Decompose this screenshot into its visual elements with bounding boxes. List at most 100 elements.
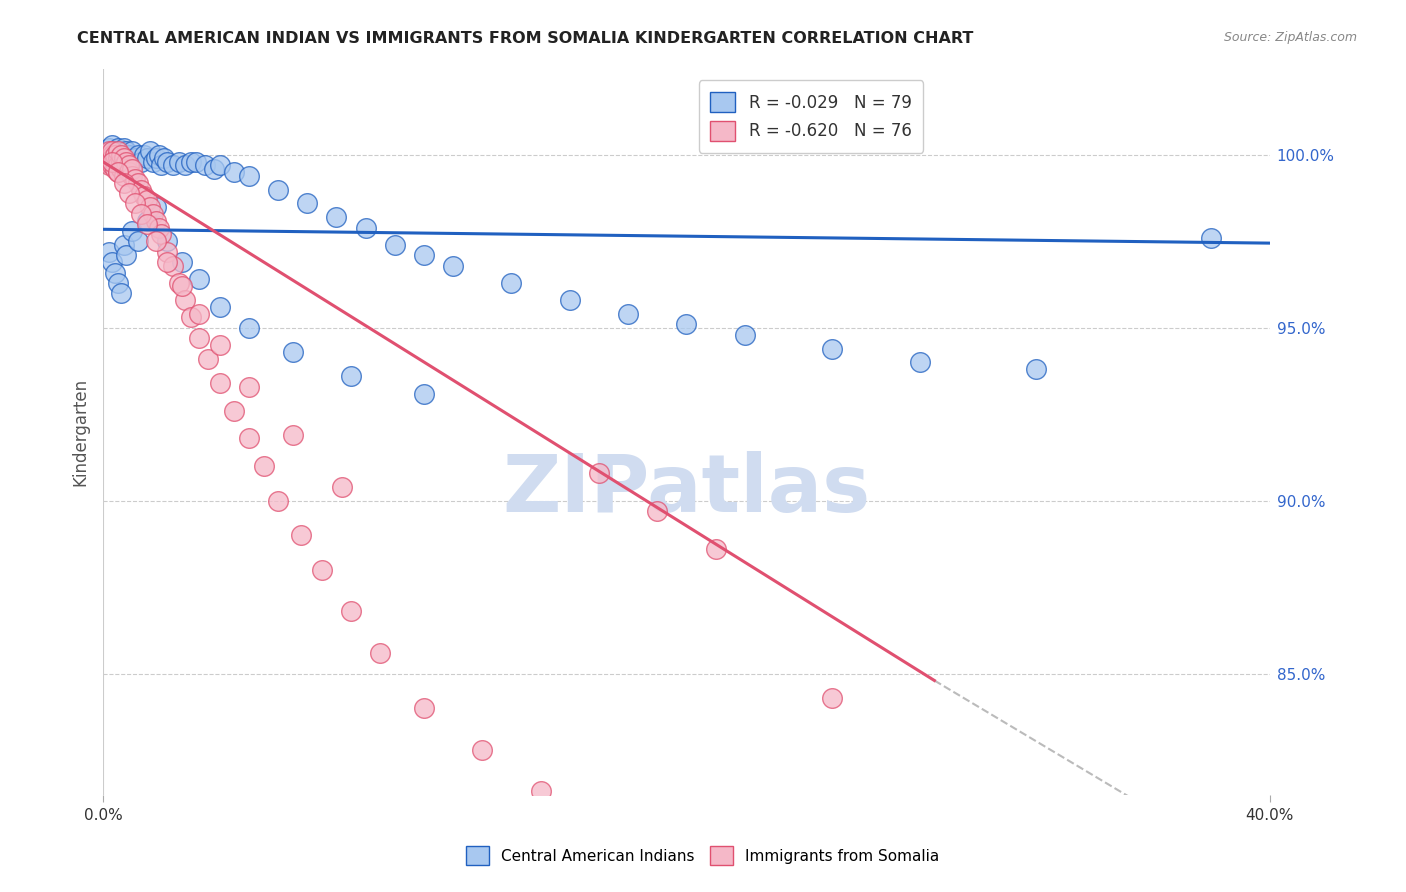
Immigrants from Somalia (156, 255, 179, 269)
Immigrants from Somalia (101, 158, 124, 172)
Central American Indians (101, 152, 124, 166)
Immigrants from Somalia (197, 351, 219, 366)
Central American Indians (127, 148, 149, 162)
Central American Indians (224, 165, 246, 179)
Central American Indians (129, 154, 152, 169)
Central American Indians (104, 266, 127, 280)
Immigrants from Somalia (112, 176, 135, 190)
Immigrants from Somalia (110, 161, 132, 176)
Immigrants from Somalia (330, 480, 353, 494)
Immigrants from Somalia (118, 158, 141, 172)
Central American Indians (734, 327, 756, 342)
Central American Indians (115, 248, 138, 262)
Central American Indians (156, 235, 179, 249)
Central American Indians (170, 255, 193, 269)
Immigrants from Somalia (188, 331, 211, 345)
Central American Indians (413, 386, 436, 401)
Immigrants from Somalia (115, 161, 138, 176)
Immigrants from Somalia (124, 172, 146, 186)
Central American Indians (162, 158, 184, 172)
Central American Indians (675, 318, 697, 332)
Central American Indians (208, 300, 231, 314)
Immigrants from Somalia (132, 189, 155, 203)
Central American Indians (110, 145, 132, 159)
Central American Indians (173, 158, 195, 172)
Immigrants from Somalia (112, 158, 135, 172)
Central American Indians (118, 148, 141, 162)
Immigrants from Somalia (94, 154, 117, 169)
Immigrants from Somalia (530, 784, 553, 798)
Immigrants from Somalia (97, 152, 120, 166)
Central American Indians (127, 235, 149, 249)
Central American Indians (384, 237, 406, 252)
Central American Indians (132, 148, 155, 162)
Immigrants from Somalia (647, 504, 669, 518)
Immigrants from Somalia (150, 227, 173, 242)
Legend: R = -0.029   N = 79, R = -0.620   N = 76: R = -0.029 N = 79, R = -0.620 N = 76 (699, 80, 924, 153)
Central American Indians (188, 272, 211, 286)
Legend: Central American Indians, Immigrants from Somalia: Central American Indians, Immigrants fro… (460, 840, 946, 871)
Immigrants from Somalia (135, 193, 157, 207)
Immigrants from Somalia (413, 701, 436, 715)
Immigrants from Somalia (129, 207, 152, 221)
Central American Indians (124, 152, 146, 166)
Central American Indians (441, 259, 464, 273)
Immigrants from Somalia (139, 200, 162, 214)
Central American Indians (110, 152, 132, 166)
Central American Indians (821, 342, 844, 356)
Immigrants from Somalia (97, 158, 120, 172)
Central American Indians (145, 152, 167, 166)
Immigrants from Somalia (208, 376, 231, 391)
Immigrants from Somalia (129, 182, 152, 196)
Central American Indians (107, 154, 129, 169)
Immigrants from Somalia (101, 154, 124, 169)
Immigrants from Somalia (135, 217, 157, 231)
Central American Indians (115, 152, 138, 166)
Central American Indians (148, 148, 170, 162)
Central American Indians (107, 276, 129, 290)
Central American Indians (325, 210, 347, 224)
Central American Indians (135, 213, 157, 227)
Central American Indians (238, 321, 260, 335)
Central American Indians (104, 152, 127, 166)
Central American Indians (340, 369, 363, 384)
Immigrants from Somalia (127, 176, 149, 190)
Immigrants from Somalia (281, 428, 304, 442)
Immigrants from Somalia (110, 148, 132, 162)
Central American Indians (107, 141, 129, 155)
Immigrants from Somalia (156, 244, 179, 259)
Immigrants from Somalia (267, 493, 290, 508)
Immigrants from Somalia (145, 213, 167, 227)
Central American Indians (112, 237, 135, 252)
Immigrants from Somalia (170, 279, 193, 293)
Immigrants from Somalia (471, 742, 494, 756)
Central American Indians (112, 141, 135, 155)
Immigrants from Somalia (121, 169, 143, 183)
Immigrants from Somalia (142, 207, 165, 221)
Immigrants from Somalia (104, 161, 127, 176)
Central American Indians (1201, 231, 1223, 245)
Immigrants from Somalia (107, 152, 129, 166)
Central American Indians (413, 248, 436, 262)
Central American Indians (501, 276, 523, 290)
Central American Indians (135, 152, 157, 166)
Immigrants from Somalia (290, 528, 312, 542)
Central American Indians (110, 286, 132, 301)
Immigrants from Somalia (208, 338, 231, 352)
Immigrants from Somalia (118, 165, 141, 179)
Central American Indians (208, 158, 231, 172)
Immigrants from Somalia (107, 165, 129, 179)
Immigrants from Somalia (180, 310, 202, 325)
Central American Indians (267, 182, 290, 196)
Central American Indians (194, 158, 217, 172)
Immigrants from Somalia (101, 145, 124, 159)
Central American Indians (101, 255, 124, 269)
Central American Indians (297, 196, 319, 211)
Central American Indians (186, 154, 208, 169)
Central American Indians (150, 158, 173, 172)
Immigrants from Somalia (224, 404, 246, 418)
Immigrants from Somalia (238, 379, 260, 393)
Central American Indians (142, 154, 165, 169)
Central American Indians (118, 154, 141, 169)
Immigrants from Somalia (167, 276, 190, 290)
